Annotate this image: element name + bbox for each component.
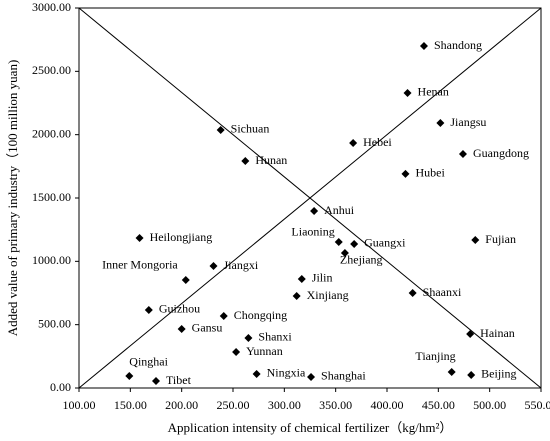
point-label: Liaoning <box>291 225 334 239</box>
point <box>181 275 190 284</box>
point-label: Guangxi <box>364 236 406 250</box>
point-label: Hainan <box>480 326 515 340</box>
point-label: Ningxia <box>267 366 306 380</box>
point <box>349 139 358 148</box>
point <box>252 369 261 378</box>
x-tick-label: 150.00 <box>114 398 147 412</box>
x-tick-label: 550.00 <box>525 398 550 412</box>
point-label: Jiangxi <box>223 258 258 272</box>
point-label: Gansu <box>192 321 223 335</box>
point-label: Chongqing <box>234 308 287 322</box>
point <box>403 88 412 97</box>
point-label: Jilin <box>312 271 333 285</box>
point <box>125 371 134 380</box>
point <box>216 125 225 134</box>
point <box>310 207 319 216</box>
diagonal-line <box>78 7 542 389</box>
point-label: Sichuan <box>231 122 270 136</box>
y-tick-label: 3000.00 <box>32 0 71 14</box>
point <box>209 262 218 271</box>
point-label: Heilongjiang <box>150 230 213 244</box>
y-tick-label: 2500.00 <box>32 63 71 77</box>
point-label: Shaanxi <box>423 285 462 299</box>
point-label: Shanghai <box>321 369 366 383</box>
point <box>408 289 417 297</box>
point <box>467 370 476 379</box>
point <box>340 248 349 257</box>
point-label: Hubei <box>415 166 445 180</box>
point-label: Fujian <box>485 232 516 246</box>
point <box>471 236 480 245</box>
point-label: Hebei <box>363 135 392 149</box>
point <box>219 312 228 321</box>
y-tick-label: 1500.00 <box>32 190 71 204</box>
point-label: Hunan <box>255 153 287 167</box>
point <box>241 157 250 166</box>
point <box>232 348 241 357</box>
x-tick-label: 450.00 <box>422 398 455 412</box>
point-label: Henan <box>418 85 449 99</box>
point-label: Shanxi <box>258 330 292 344</box>
x-tick-label: 100.00 <box>63 398 96 412</box>
point-label: Zhejiang <box>340 253 383 267</box>
point <box>458 150 467 159</box>
point <box>307 372 316 381</box>
point-label: Xinjiang <box>307 288 349 302</box>
point-label: Qinghai <box>129 355 168 369</box>
point-label: Anhui <box>324 203 355 217</box>
x-axis-title: Application intensity of chemical fertil… <box>168 420 453 435</box>
point <box>152 377 160 386</box>
point <box>292 292 301 301</box>
point <box>350 239 359 248</box>
x-tick-label: 200.00 <box>165 398 198 412</box>
y-tick-label: 500.00 <box>38 316 71 330</box>
point-label: Tianjing <box>415 349 455 363</box>
point-label: Beijing <box>481 367 516 381</box>
y-axis-title: Added value of primary industry（100 mill… <box>5 60 20 337</box>
point <box>401 169 410 178</box>
x-tick-label: 500.00 <box>473 398 506 412</box>
point-label: Yunnan <box>246 344 283 358</box>
x-tick-label: 250.00 <box>217 398 250 412</box>
point <box>466 330 475 339</box>
point-label: Shandong <box>434 38 482 52</box>
point-label: Tibet <box>166 373 192 387</box>
point-label: Jiangsu <box>450 115 486 129</box>
y-tick-label: 0.00 <box>50 380 71 394</box>
point <box>144 305 153 314</box>
point <box>297 274 306 283</box>
point-label: Guangdong <box>473 146 529 160</box>
point <box>334 237 343 246</box>
point-label: Inner Mongoria <box>102 258 178 272</box>
y-tick-label: 1000.00 <box>32 253 71 267</box>
point-label: Guizhou <box>159 302 200 316</box>
point <box>135 234 144 243</box>
x-tick-label: 300.00 <box>268 398 301 412</box>
point <box>177 324 186 333</box>
point <box>244 333 253 342</box>
x-tick-label: 350.00 <box>319 398 352 412</box>
x-tick-label: 400.00 <box>371 398 404 412</box>
point <box>447 368 456 377</box>
point <box>436 119 445 128</box>
y-tick-label: 2000.00 <box>32 126 71 140</box>
point <box>419 42 428 50</box>
